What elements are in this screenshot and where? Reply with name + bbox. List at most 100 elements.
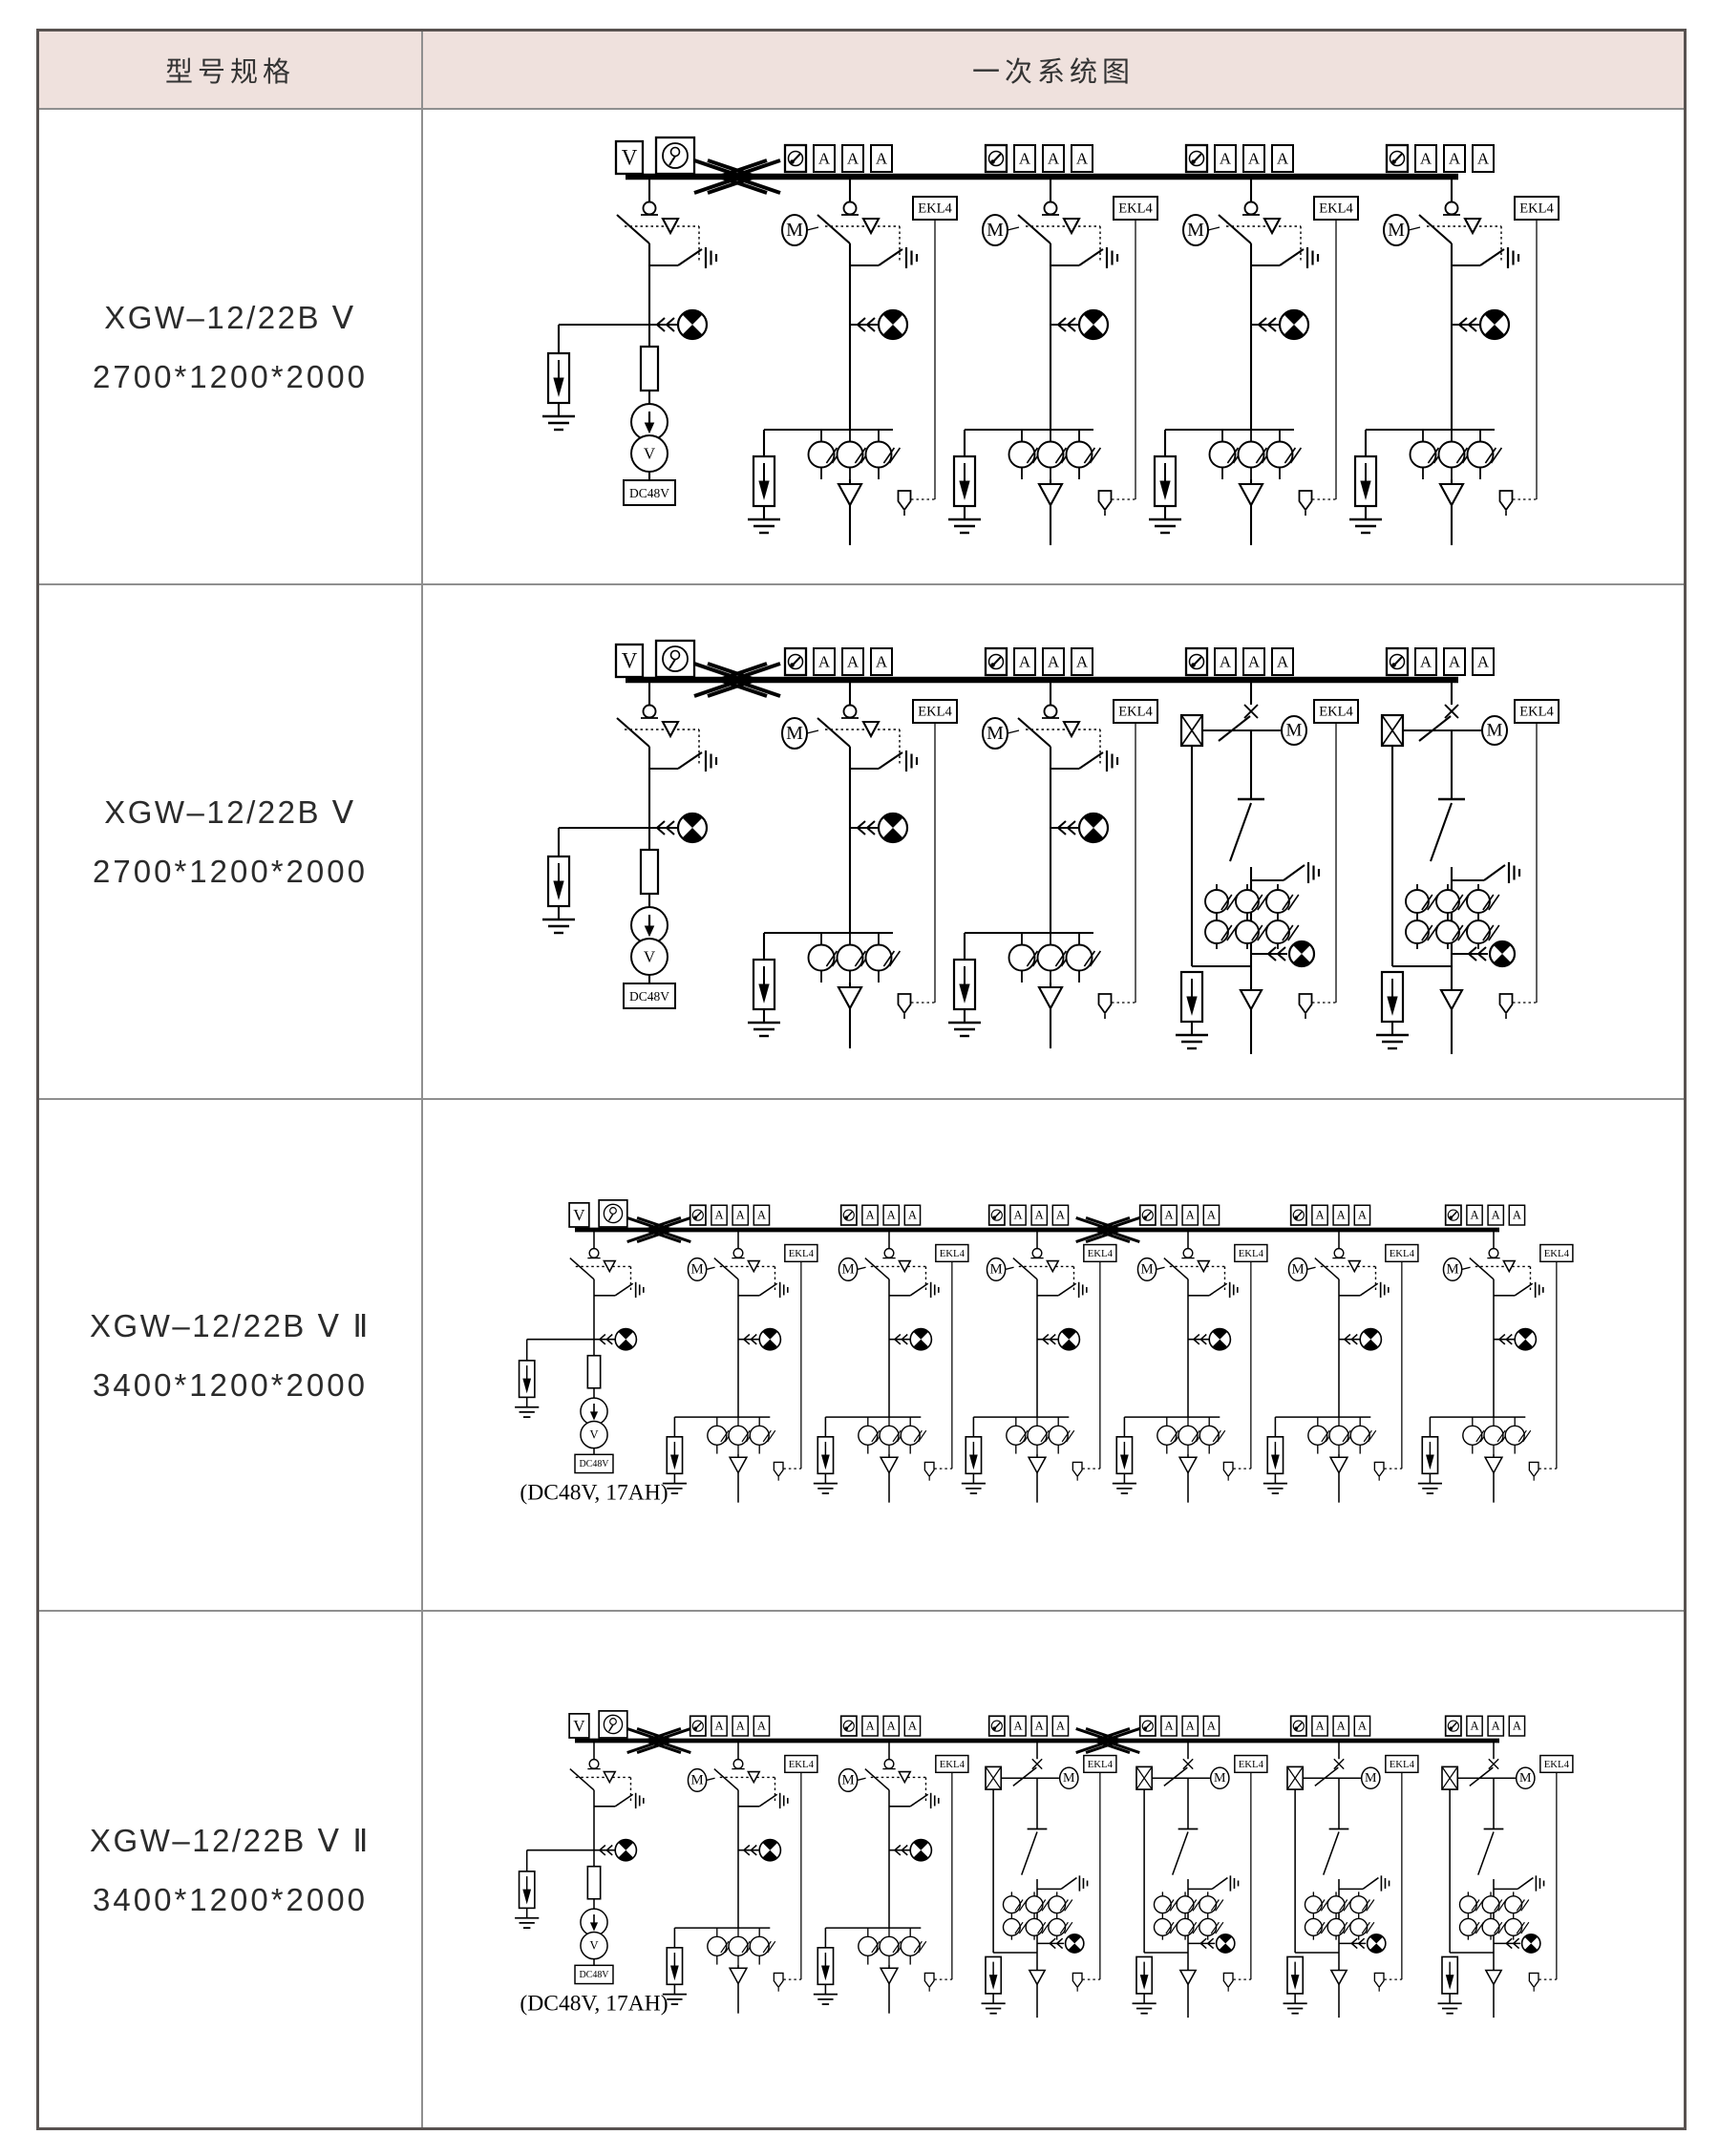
svg-text:EKL4: EKL4 xyxy=(918,705,952,720)
ground-icon xyxy=(1263,1482,1287,1494)
energy-meter-icon xyxy=(598,1710,628,1739)
disconnect-switch-icon xyxy=(569,1258,595,1280)
ammeter-box: A xyxy=(711,1715,728,1737)
earthing-contact-icon xyxy=(904,750,919,772)
contact-icon xyxy=(841,704,859,719)
contact-icon xyxy=(1332,1247,1346,1259)
ekl4-box: EKL4 xyxy=(1514,699,1560,724)
ammeter-box: A xyxy=(1013,144,1036,173)
svg-text:A: A xyxy=(1470,1720,1478,1733)
svg-text:A: A xyxy=(1164,1209,1173,1222)
earthing-switch-icon xyxy=(1494,1281,1544,1299)
multimeter-icon xyxy=(1138,1715,1157,1737)
disconnect-switch-icon xyxy=(817,214,851,244)
ammeter-box: A xyxy=(1202,1204,1220,1226)
svg-text:A: A xyxy=(757,1209,766,1222)
ammeter-box: A xyxy=(1160,1204,1178,1226)
earthing-switch-icon xyxy=(649,750,718,772)
ammeter-box: A xyxy=(1214,144,1237,173)
motor-operator-icon: M xyxy=(986,1257,1014,1282)
ammeter-box: A xyxy=(882,1204,901,1226)
svg-text:DC48V: DC48V xyxy=(629,989,669,1004)
motor-operator-icon: M xyxy=(1281,715,1307,746)
surge-arrester-icon xyxy=(542,351,575,432)
svg-text:A: A xyxy=(865,1720,874,1733)
svg-text:A: A xyxy=(1449,653,1461,671)
svg-text:M: M xyxy=(690,1261,703,1277)
current-transformer-icon xyxy=(1304,1895,1329,1914)
battery-box: DC48V xyxy=(623,479,676,506)
bus-coupler-icon xyxy=(693,159,781,195)
current-transformer-icon xyxy=(836,440,873,469)
current-transformer-icon xyxy=(900,1935,927,1957)
disconnect-switch-icon xyxy=(1012,1258,1038,1280)
ground-icon xyxy=(948,1021,981,1038)
earthing-switch-icon xyxy=(1339,1281,1390,1299)
svg-text:EKL4: EKL4 xyxy=(940,1759,966,1770)
surge-arrester-icon xyxy=(748,958,780,1038)
bus-coupler-icon xyxy=(1075,1727,1140,1754)
plug-icon xyxy=(1373,1461,1385,1481)
multimeter-icon xyxy=(783,143,808,174)
ground-icon xyxy=(1437,2002,1462,2015)
earthing-contact-icon xyxy=(1379,1281,1390,1299)
ekl4-box: EKL4 xyxy=(1385,1243,1419,1263)
table-row-3-model-cell: XGW–12/22B Ⅴ Ⅱ 3400*1200*2000 xyxy=(39,1612,423,2127)
svg-text:V: V xyxy=(622,649,638,673)
svg-text:A: A xyxy=(908,1720,917,1733)
current-transformer-icon xyxy=(864,943,902,972)
svg-text:EKL4: EKL4 xyxy=(1118,705,1153,720)
battery-box: DC48V xyxy=(574,1964,614,1985)
surge-arrester-icon xyxy=(1417,1436,1442,1494)
current-transformer-icon xyxy=(1153,1917,1178,1936)
current-transformer-icon xyxy=(749,1935,776,1957)
svg-text:A: A xyxy=(1277,150,1289,168)
voltage-transformer-icon: V xyxy=(580,1908,608,1960)
ekl4-terminal: EKL4 xyxy=(1222,1243,1268,1481)
interlock-link xyxy=(1226,217,1302,261)
multimeter-icon xyxy=(1444,1715,1462,1737)
arrow-chevrons-icon xyxy=(1257,317,1277,332)
ammeter-box: A xyxy=(1042,144,1065,173)
plug-icon xyxy=(1072,1461,1083,1481)
current-transformer-icon xyxy=(1349,1895,1375,1914)
current-transformer-icon xyxy=(1204,889,1239,914)
current-transformer-icon xyxy=(1199,1895,1224,1914)
interlock-link xyxy=(1320,1259,1377,1293)
surge-arrester-icon xyxy=(1376,970,1409,1050)
table-row-1-model-cell: XGW–12/22B Ⅴ 2700*1200*2000 xyxy=(39,585,423,1100)
disconnect-switch-icon xyxy=(864,1768,890,1791)
svg-text:M: M xyxy=(1187,220,1204,241)
ground-icon xyxy=(662,1482,687,1494)
disconnect-switch-icon xyxy=(616,214,650,244)
earthing-switch-icon xyxy=(1037,1875,1089,1892)
fuse-switch-box-icon xyxy=(1441,1765,1459,1790)
ekl4-terminal: EKL4 xyxy=(923,1243,969,1481)
fuse-switch-box-icon xyxy=(1135,1765,1154,1790)
table-row-2-diagram-cell: V V DC48V (DC48V, 17AH) A A A M EKL4 A A A M EKL4 A A A M… xyxy=(423,1100,1684,1612)
ekl4-box: EKL4 xyxy=(1113,196,1158,221)
svg-text:A: A xyxy=(818,653,831,671)
ammeter-box: A xyxy=(1181,1204,1199,1226)
svg-text:A: A xyxy=(865,1209,874,1222)
contact-icon xyxy=(1181,1247,1195,1259)
multimeter-icon xyxy=(987,1204,1006,1226)
ammeter-box: A xyxy=(813,144,836,173)
current-transformer-icon xyxy=(749,1425,776,1447)
motor-operator-icon: M xyxy=(1515,1766,1536,1790)
ground-icon xyxy=(1349,518,1382,535)
model-size: 3400*1200*2000 xyxy=(93,1881,368,1917)
arrow-chevrons-icon xyxy=(1467,946,1487,962)
arrow-chevrons-icon xyxy=(1192,1333,1207,1345)
svg-text:A: A xyxy=(714,1209,723,1222)
ammeter-box: A xyxy=(1071,144,1093,173)
current-transformer-icon xyxy=(1405,919,1439,944)
